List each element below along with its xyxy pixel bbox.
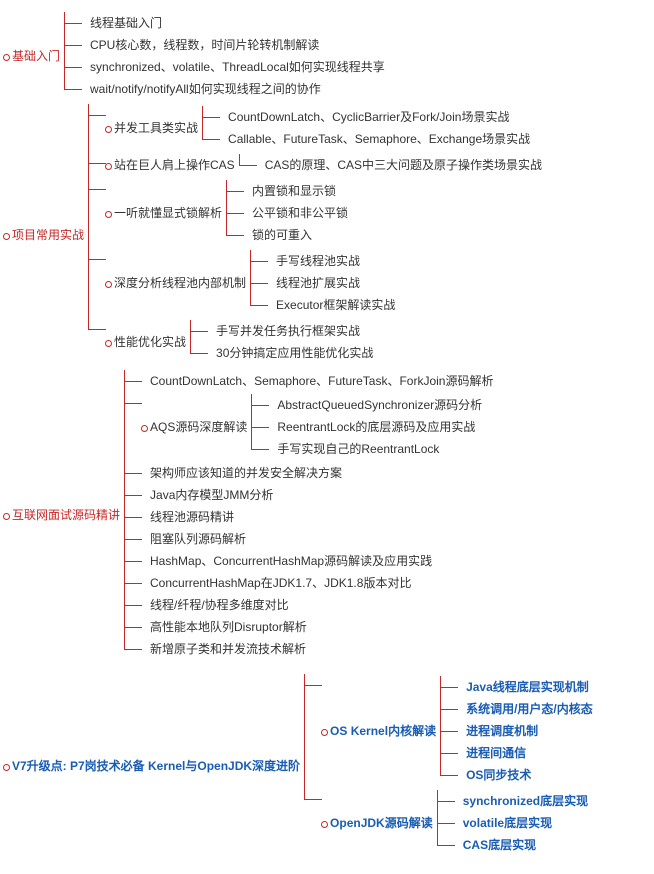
tree-node: 公平锁和非公平锁 <box>240 202 646 224</box>
tree-node: CAS的原理、CAS中三大问题及原子操作类场景实战 <box>253 154 646 176</box>
tree-node: CountDownLatch、CyclicBarrier及Fork/Join场景… <box>216 106 646 128</box>
node-label: 公平锁和非公平锁 <box>252 204 352 222</box>
tree-node: 手写线程池实战 <box>264 250 646 272</box>
node-label: Java线程底层实现机制 <box>466 678 593 696</box>
tree-node: 手写并发任务执行框架实战 <box>204 320 646 342</box>
tree-node: Java线程底层实现机制 <box>454 676 646 698</box>
tree-node: synchronized、volatile、ThreadLocal如何实现线程共… <box>78 56 646 78</box>
node-label: 互联网面试源码精讲 <box>12 506 124 524</box>
tree-node: CPU核心数，线程数，时间片轮转机制解读 <box>78 34 646 56</box>
node-label: 性能优化实战 <box>114 333 190 351</box>
tree-node: 深度分析线程池内部机制 手写线程池实战线程池扩展实战 Executor框架解读实战 <box>102 248 646 318</box>
node-label: 手写并发任务执行框架实战 <box>216 322 364 340</box>
tree-node: 线程/纤程/协程多维度对比 <box>138 594 646 616</box>
node-label: 深度分析线程池内部机制 <box>114 274 250 292</box>
tree-node: 架构师应该知道的并发安全解决方案 <box>138 462 646 484</box>
tree-node: 内置锁和显示锁 <box>240 180 646 202</box>
node-label: Executor框架解读实战 <box>276 296 399 314</box>
node-label: 30分钟搞定应用性能优化实战 <box>216 344 377 362</box>
node-label: AbstractQueuedSynchronizer源码分析 <box>277 396 486 414</box>
node-label: 架构师应该知道的并发安全解决方案 <box>150 464 346 482</box>
tree-node: Callable、FutureTask、Semaphore、Exchange场景… <box>216 128 646 150</box>
tree-node: 系统调用/用户态/内核态 <box>454 698 646 720</box>
tree-node: 一听就懂显式锁解析 内置锁和显示锁公平锁和非公平锁锁的可重入 <box>102 178 646 248</box>
node-label: 进程调度机制 <box>466 722 542 740</box>
tree-node: 项目常用实战 并发工具类实战 CountDownLatch、CyclicBarrie… <box>12 102 646 368</box>
tree-node: volatile底层实现 <box>451 812 646 834</box>
node-label: OS同步技术 <box>466 766 535 784</box>
node-label: synchronized、volatile、ThreadLocal如何实现线程共… <box>90 58 389 76</box>
tree-node: ConcurrentHashMap在JDK1.7、JDK1.8版本对比 <box>138 572 646 594</box>
node-label: CPU核心数，线程数，时间片轮转机制解读 <box>90 36 323 54</box>
node-label: Callable、FutureTask、Semaphore、Exchange场景… <box>228 130 534 148</box>
node-label: 站在巨人肩上操作CAS <box>114 156 239 174</box>
node-label: 线程池源码精讲 <box>150 508 238 526</box>
tree-node: OS同步技术 <box>454 764 646 786</box>
node-label: 线程基础入门 <box>90 14 166 32</box>
tree-node: 性能优化实战 手写并发任务执行框架实战 30分钟搞定应用性能优化实战 <box>102 318 646 366</box>
tree-node: 新增原子类和并发流技术解析 <box>138 638 646 660</box>
node-label: V7升级点: P7岗技术必备 Kernel与OpenJDK深度进阶 <box>12 757 304 775</box>
node-label: CountDownLatch、Semaphore、FutureTask、Fork… <box>150 372 497 390</box>
node-label: 手写实现自己的ReentrantLock <box>277 440 443 458</box>
tree-node: CountDownLatch、Semaphore、FutureTask、Fork… <box>138 370 646 392</box>
tree-node: 进程调度机制 <box>454 720 646 742</box>
node-label: 阻塞队列源码解析 <box>150 530 250 548</box>
mindmap-tree: 基础入门 线程基础入门 CPU核心数，线程数，时间片轮转机制解读 synchroniz… <box>4 10 646 864</box>
tree-node: synchronized底层实现 <box>451 790 646 812</box>
node-label: 基础入门 <box>12 47 64 65</box>
tree-node: OpenJDK源码解读 synchronized底层实现 volatile底层实现 C… <box>318 788 646 858</box>
tree-node: OS Kernel内核解读 Java线程底层实现机制系统调用/用户态/内核态进程调… <box>318 674 646 788</box>
node-label: 线程池扩展实战 <box>276 274 364 292</box>
node-label: 内置锁和显示锁 <box>252 182 340 200</box>
tree-node: 高性能本地队列Disruptor解析 <box>138 616 646 638</box>
node-label: OS Kernel内核解读 <box>330 722 440 740</box>
node-label: 系统调用/用户态/内核态 <box>466 700 597 718</box>
node-label: 进程间通信 <box>466 744 530 762</box>
tree-node: wait/notify/notifyAll如何实现线程之间的协作 <box>78 78 646 100</box>
node-label: wait/notify/notifyAll如何实现线程之间的协作 <box>90 80 325 98</box>
node-label: 并发工具类实战 <box>114 119 202 137</box>
tree-node: AQS源码深度解读 AbstractQueuedSynchronizer源码分析 R… <box>138 392 646 462</box>
tree-node <box>12 860 646 864</box>
tree-node: V7升级点: P7岗技术必备 Kernel与OpenJDK深度进阶 OS Kern… <box>12 672 646 860</box>
node-label: 高性能本地队列Disruptor解析 <box>150 618 311 636</box>
tree-node: 锁的可重入 <box>240 224 646 246</box>
tree-node: 站在巨人肩上操作CAS CAS的原理、CAS中三大问题及原子操作类场景实战 <box>102 152 646 178</box>
node-label: Java内存模型JMM分析 <box>150 486 277 504</box>
node-label: CountDownLatch、CyclicBarrier及Fork/Join场景… <box>228 108 513 126</box>
node-label: AQS源码深度解读 <box>150 418 251 436</box>
tree-node: HashMap、ConcurrentHashMap源码解读及应用实践 <box>138 550 646 572</box>
tree-node: 并发工具类实战 CountDownLatch、CyclicBarrier及Fork… <box>102 104 646 152</box>
node-label: HashMap、ConcurrentHashMap源码解读及应用实践 <box>150 552 436 570</box>
node-label: 项目常用实战 <box>12 226 88 244</box>
node-label: synchronized底层实现 <box>463 792 592 810</box>
node-label: ConcurrentHashMap在JDK1.7、JDK1.8版本对比 <box>150 574 415 592</box>
node-label: CAS的原理、CAS中三大问题及原子操作类场景实战 <box>265 156 546 174</box>
node-label: 锁的可重入 <box>252 226 316 244</box>
node-label: 一听就懂显式锁解析 <box>114 204 226 222</box>
tree-node: ReentrantLock的底层源码及应用实战 <box>265 416 646 438</box>
tree-node: Java内存模型JMM分析 <box>138 484 646 506</box>
node-label: 手写线程池实战 <box>276 252 364 270</box>
tree-node: 基础入门 线程基础入门 CPU核心数，线程数，时间片轮转机制解读 synchroniz… <box>12 10 646 102</box>
tree-node: AbstractQueuedSynchronizer源码分析 <box>265 394 646 416</box>
tree-node: 30分钟搞定应用性能优化实战 <box>204 342 646 364</box>
tree-node: 进程间通信 <box>454 742 646 764</box>
node-label: 新增原子类和并发流技术解析 <box>150 640 310 658</box>
tree-node: 手写实现自己的ReentrantLock <box>265 438 646 460</box>
node-label: volatile底层实现 <box>463 814 556 832</box>
tree-node: Executor框架解读实战 <box>264 294 646 316</box>
node-label: ReentrantLock的底层源码及应用实战 <box>277 418 479 436</box>
tree-node: 线程池源码精讲 <box>138 506 646 528</box>
tree-node: 线程基础入门 <box>78 12 646 34</box>
node-label: OpenJDK源码解读 <box>330 814 437 832</box>
node-label: 线程/纤程/协程多维度对比 <box>150 596 293 614</box>
tree-node: 阻塞队列源码解析 <box>138 528 646 550</box>
tree-node: CAS底层实现 <box>451 834 646 856</box>
tree-node: 互联网面试源码精讲 CountDownLatch、Semaphore、Future… <box>12 368 646 662</box>
tree-node: 线程池扩展实战 <box>264 272 646 294</box>
